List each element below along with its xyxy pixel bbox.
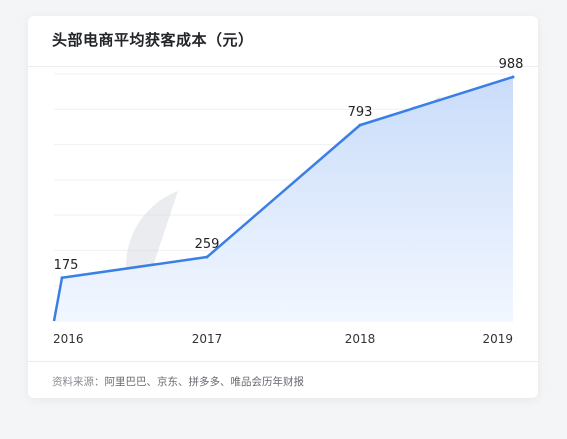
x-axis-ticks: 2016 2017 2018 2019 [53, 332, 513, 346]
x-tick-label-2018: 2018 [345, 332, 376, 346]
source-note: 资料来源：阿里巴巴、京东、拼多多、唯品会历年财报 [52, 374, 304, 389]
area-series-fill [54, 76, 513, 321]
data-label-2019: 988 [499, 57, 524, 72]
data-label-2018: 793 [348, 105, 373, 120]
area-fill [54, 76, 513, 321]
chart-title: 头部电商平均获客成本（元） [52, 31, 254, 49]
x-tick-label-2017: 2017 [192, 332, 223, 346]
data-point-2016 [60, 276, 64, 280]
data-point-2019 [511, 75, 515, 79]
data-point-2017 [205, 255, 209, 259]
header-divider [28, 66, 538, 67]
source-text: 阿里巴巴、京东、拼多多、唯品会历年财报 [104, 376, 305, 388]
data-label-2016: 175 [54, 258, 79, 273]
data-labels: 175 259 793 988 [54, 57, 524, 280]
data-label-2017: 259 [195, 237, 220, 252]
x-tick-label-2016: 2016 [53, 332, 84, 346]
x-tick-label-2019: 2019 [482, 332, 513, 346]
data-point-2018 [358, 123, 362, 127]
source-label: 资料来源： [52, 376, 105, 388]
footer-divider [28, 361, 538, 362]
